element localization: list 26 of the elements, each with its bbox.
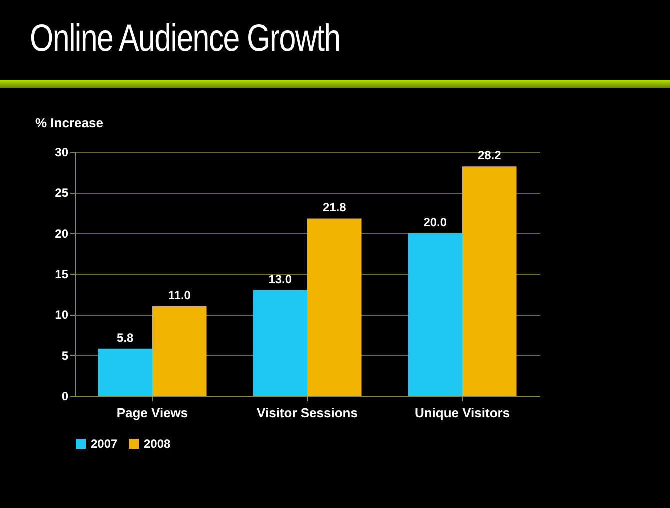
x-tick-label: Visitor Sessions (257, 406, 358, 420)
x-tick-label: Unique Visitors (414, 406, 510, 420)
legend-label: 2007 (91, 437, 118, 451)
legend-label: 2008 (144, 437, 172, 451)
text: 28.2 (478, 148, 502, 163)
y-axis-title: % Increase (36, 116, 104, 130)
y-tick-label: 30 (55, 146, 69, 160)
y-tick-label: 5 (62, 348, 69, 363)
bar (253, 290, 308, 396)
chart-title: Online Audience Growth (30, 18, 340, 61)
y-tick-label: 0 (62, 390, 69, 404)
y-tick-label: 20 (55, 226, 69, 241)
bar (98, 348, 152, 396)
text: 13.0 (268, 272, 292, 286)
text: 5.8 (117, 330, 134, 345)
y-tick-label: 10 (55, 308, 69, 322)
x-tick-label: Page Views (116, 406, 188, 420)
bar (408, 233, 462, 396)
y-tick-label: 15 (55, 268, 69, 282)
y-tick-label: 25 (55, 186, 69, 200)
bar (462, 166, 517, 396)
bar (152, 306, 207, 396)
text: 21.8 (322, 200, 346, 215)
bar (308, 218, 362, 396)
text: 20.0 (424, 215, 448, 230)
text: 11.0 (168, 288, 191, 303)
